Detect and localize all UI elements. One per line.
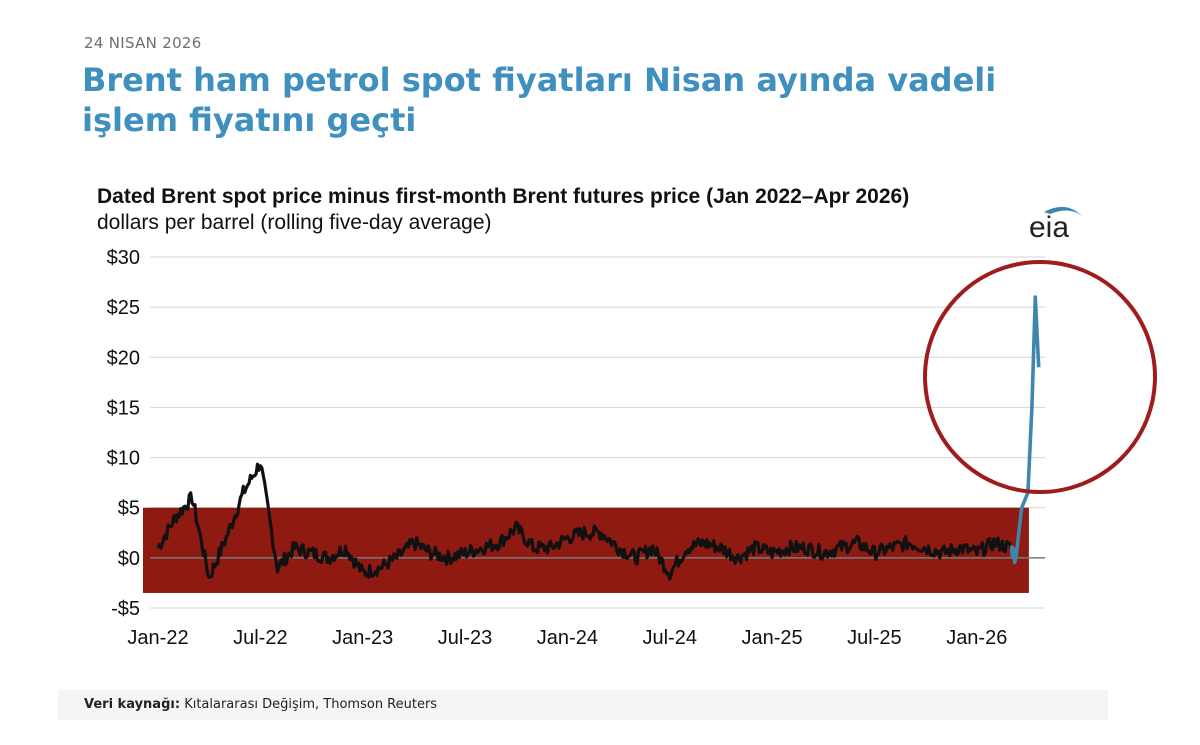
x-tick-label: Jan-25 bbox=[741, 627, 802, 649]
page-headline: Brent ham petrol spot fiyatları Nisan ay… bbox=[82, 61, 997, 139]
y-tick-label: $20 bbox=[107, 347, 140, 369]
y-tick-label: $10 bbox=[107, 448, 140, 470]
annotation-circle bbox=[923, 260, 1157, 494]
series-line bbox=[156, 462, 1018, 581]
y-tick-label: $0 bbox=[118, 548, 140, 570]
chart-subtitle: dollars per barrel (rolling five-day ave… bbox=[97, 211, 492, 234]
highlight-band bbox=[143, 507, 1029, 593]
x-tick-label: Jan-26 bbox=[946, 627, 1007, 649]
source-label: Veri kaynağı: bbox=[84, 697, 181, 712]
eia-logo-swoosh bbox=[1044, 206, 1082, 216]
y-axis-labels: $30 $25 $20 $15 $10 $5 $0 -$5 bbox=[107, 247, 140, 620]
source-note: Veri kaynağı: Kıtalararası Değişim, Thom… bbox=[84, 697, 437, 712]
chart-title: Dated Brent spot price minus first-month… bbox=[97, 185, 909, 208]
y-tick-label: -$5 bbox=[111, 598, 140, 620]
x-tick-label: Jan-24 bbox=[537, 627, 598, 649]
source-bar bbox=[58, 690, 1108, 720]
x-tick-label: Jan-23 bbox=[332, 627, 393, 649]
x-tick-label: Jan-22 bbox=[127, 627, 188, 649]
x-tick-label: Jul-25 bbox=[847, 627, 901, 649]
chart-series-layer bbox=[156, 295, 1041, 581]
series-line-highlight bbox=[1009, 295, 1041, 565]
x-tick-label: Jul-22 bbox=[233, 627, 287, 649]
x-tick-label: Jul-23 bbox=[438, 627, 492, 649]
chart-annotation-layer bbox=[923, 260, 1157, 494]
report-date: 24 NISAN 2026 bbox=[84, 34, 202, 52]
chart-band-layer bbox=[143, 507, 1029, 593]
source-text: Kıtalararası Değişim, Thomson Reuters bbox=[184, 697, 438, 712]
y-tick-label: $25 bbox=[107, 297, 140, 319]
y-tick-label: $30 bbox=[107, 247, 140, 269]
x-tick-label: Jul-24 bbox=[642, 627, 696, 649]
eia-logo-text: eia bbox=[1029, 211, 1069, 244]
x-axis-labels: Jan-22 Jul-22 Jan-23 Jul-23 Jan-24 Jul-24 Jan-… bbox=[127, 627, 1007, 649]
y-tick-label: $5 bbox=[118, 498, 140, 520]
eia-logo: eia bbox=[1029, 206, 1082, 244]
y-tick-label: $15 bbox=[107, 397, 140, 419]
